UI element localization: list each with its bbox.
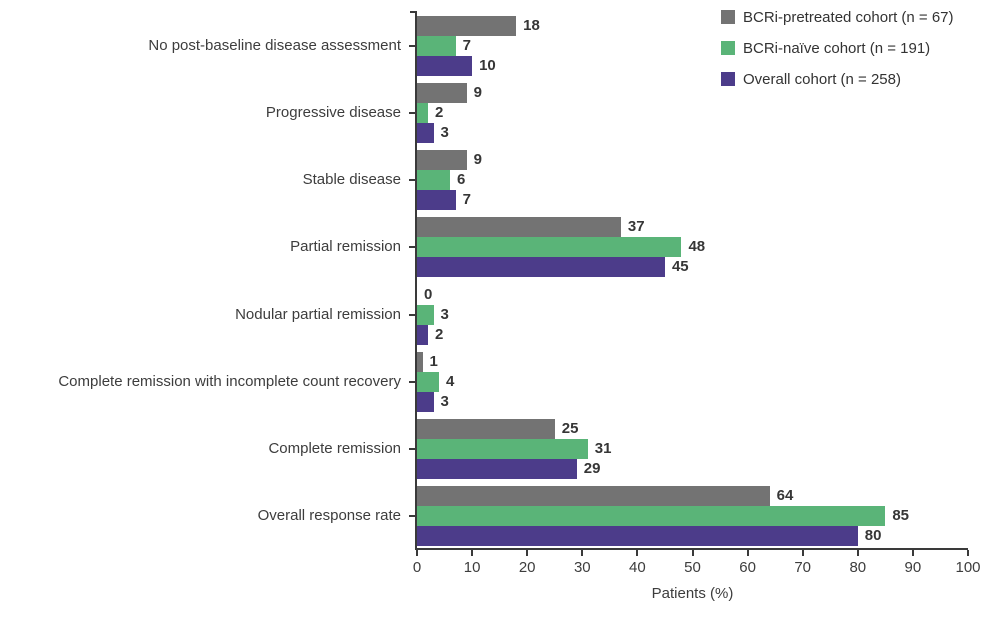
x-axis-tick-label: 40	[629, 559, 646, 576]
bar-value-label: 6	[457, 171, 466, 189]
bar	[417, 419, 555, 440]
bar-value-label: 2	[435, 103, 444, 121]
x-axis-title: Patients (%)	[651, 585, 734, 602]
legend-item: Overall cohort (n = 258)	[721, 70, 954, 88]
bar-value-label: 7	[462, 191, 471, 209]
bar	[417, 170, 451, 191]
x-axis-tick	[471, 550, 474, 556]
bar	[417, 526, 858, 547]
x-axis-tick-label: 30	[573, 559, 591, 576]
x-axis-tick-label: 50	[684, 559, 701, 576]
bar-value-label: 31	[594, 440, 612, 458]
y-axis-top-tick	[410, 11, 417, 13]
bar-value-label: 3	[440, 392, 449, 410]
x-axis-tick-label: 10	[463, 559, 481, 576]
bar	[417, 439, 588, 460]
bar-value-label: 9	[473, 151, 482, 169]
x-axis-tick-label: 90	[904, 559, 922, 576]
bar	[417, 324, 429, 345]
bar	[417, 237, 682, 258]
y-axis-tick	[409, 246, 417, 249]
x-axis-tick	[581, 550, 584, 556]
legend: BCRi-pretreated cohort (n = 67) BCRi-naïv…	[721, 8, 954, 101]
bar	[417, 257, 665, 278]
bar	[417, 459, 577, 480]
bar-value-label: 7	[462, 36, 471, 54]
bar	[417, 35, 456, 56]
bar-value-label: 37	[627, 218, 645, 236]
category-label: Complete remission	[268, 440, 401, 458]
bar-value-label: 25	[561, 420, 579, 438]
bar	[417, 55, 473, 76]
y-axis-tick	[409, 179, 417, 182]
legend-color-swatch-icon	[721, 10, 735, 24]
bar	[417, 304, 434, 325]
x-axis-tick-label: 0	[412, 559, 422, 576]
bar-value-label: 3	[440, 123, 449, 141]
y-axis-tick	[409, 448, 417, 451]
bar-value-label: 18	[523, 16, 540, 34]
y-axis-tick	[409, 515, 417, 518]
bar	[417, 190, 456, 211]
bar-value-label: 10	[479, 56, 496, 74]
bar	[417, 15, 517, 36]
legend-item-label: BCRi-naïve cohort (n = 191)	[743, 39, 931, 57]
legend-item-label: BCRi-pretreated cohort (n = 67)	[743, 8, 954, 26]
plot-area: Patients (%) 18 7 10 9 2 3 9 6 7 37 48 45 0 3 2 1 4 3 25 31…	[409, 11, 981, 602]
bar-value-label: 0	[424, 285, 433, 303]
category-label: Overall response rate	[257, 507, 401, 525]
bar	[417, 506, 886, 527]
bar	[417, 122, 434, 143]
x-axis-tick	[416, 550, 418, 556]
bar	[417, 102, 429, 123]
bar-value-label: 80	[864, 527, 882, 545]
category-label: Stable disease	[302, 171, 401, 189]
y-axis-tick	[409, 313, 417, 316]
bar-value-label: 29	[583, 460, 601, 478]
x-axis-tick-label: 80	[849, 559, 867, 576]
legend-color-swatch-icon	[721, 41, 735, 55]
x-axis-tick	[691, 550, 694, 556]
legend-item-label: Overall cohort (n = 258)	[743, 70, 901, 88]
legend-item: BCRi-pretreated cohort (n = 67)	[721, 8, 954, 26]
bar-value-label: 9	[473, 83, 482, 101]
x-axis-tick-label: 20	[518, 559, 536, 576]
bar-value-label: 64	[776, 487, 794, 505]
bar-value-label: 2	[435, 325, 444, 343]
bar	[417, 217, 621, 238]
bar-value-label: 85	[892, 507, 910, 525]
bar-value-label: 45	[671, 258, 689, 276]
bar-value-label: 3	[440, 305, 449, 323]
y-axis-tick	[409, 380, 417, 383]
category-label: Partial remission	[290, 238, 401, 256]
bar-value-label: 4	[446, 372, 455, 390]
category-label: Complete remission with incomplete count…	[58, 372, 401, 390]
x-axis-tick-label: 60	[739, 559, 756, 576]
x-axis-tick	[801, 550, 804, 556]
category-label: Progressive disease	[265, 103, 401, 121]
bar-value-label: 1	[429, 352, 438, 370]
bar	[417, 351, 423, 372]
y-axis-tick	[409, 44, 417, 47]
x-axis-tick	[746, 550, 749, 556]
x-axis-tick-label: 70	[794, 559, 812, 576]
y-axis-tick	[409, 111, 417, 114]
bar-value-label: 48	[688, 238, 706, 256]
x-axis-tick	[636, 550, 639, 556]
x-axis-tick	[967, 550, 969, 556]
x-axis-tick	[856, 550, 859, 556]
x-axis-tick	[526, 550, 529, 556]
bar	[417, 371, 440, 392]
legend-item: BCRi-naïve cohort (n = 191)	[721, 39, 954, 57]
bar	[417, 82, 467, 103]
bar	[417, 486, 770, 507]
bar	[417, 150, 467, 171]
legend-color-swatch-icon	[721, 72, 735, 86]
x-axis-tick-label: 100	[955, 559, 981, 576]
x-axis-tick	[911, 550, 914, 556]
category-label: No post-baseline disease assessment	[148, 36, 401, 54]
category-label: Nodular partial remission	[235, 305, 401, 323]
bar	[417, 391, 434, 412]
